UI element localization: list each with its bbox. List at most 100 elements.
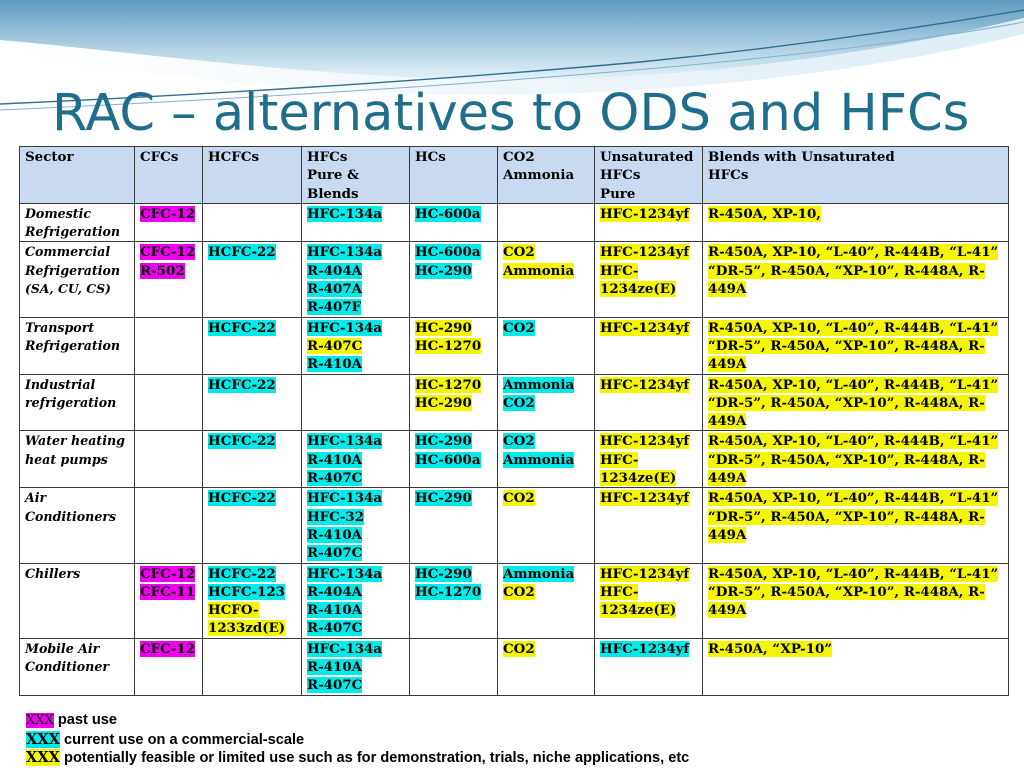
refrigerant-entry: 449A xyxy=(708,413,747,430)
refrigerant-entry: Ammonia xyxy=(503,565,575,582)
refrigerant-entry: 1234ze(E) xyxy=(600,281,677,298)
sector-name-line: Air xyxy=(25,490,47,506)
refrigerant-entry: 449A xyxy=(708,470,747,487)
co2-ammonia-cell: Ammonia CO2 xyxy=(497,562,595,639)
unsaturated-hfcs-cell: HFC-1234yf xyxy=(594,316,703,375)
legend-swatch-current: XXX xyxy=(26,730,60,748)
blends-cell: R-450A, XP-10, “L-40”, R-444B, “L-41” “DR… xyxy=(702,373,1009,432)
refrigerant-entry: CFC-11 xyxy=(140,583,196,600)
refrigerant-entry: R-410A xyxy=(307,526,363,543)
refrigerant-entry: HFC-1234yf xyxy=(600,565,690,582)
refrigerant-entry: CFC-12 xyxy=(140,640,196,657)
header-hfcs: HFCs Pure & Blends xyxy=(301,146,410,204)
refrigerant-entry: CO2 xyxy=(503,583,535,600)
sector-name-line: Mobile Air xyxy=(25,640,100,656)
hfcs-cell: HFC-134a R-404A R-410A R-407C xyxy=(301,562,410,639)
co2-ammonia-cell: CO2 xyxy=(497,637,595,696)
hcs-cell: HC-600a HC-290 xyxy=(409,241,498,318)
refrigerant-entry: HFC-134a xyxy=(307,319,383,336)
refrigerant-entry: CO2 xyxy=(503,244,535,261)
refrigerant-entry: “DR-5”, R-450A, “XP-10”, R-448A, R- xyxy=(708,508,985,525)
hcfcs-cell xyxy=(202,637,302,696)
header-line: Pure xyxy=(600,185,636,202)
sector-cell: Domestic Refrigeration xyxy=(19,202,135,243)
refrigerant-entry: HFC-1234yf xyxy=(600,433,690,450)
header-line: CO2 xyxy=(503,149,535,165)
sector-cell: Air Conditioners xyxy=(19,487,135,564)
header-co2-ammonia: CO2 Ammonia xyxy=(497,146,595,204)
header-unsaturated-hfcs: Unsaturated HFCs Pure xyxy=(594,146,703,204)
refrigerant-entry: HFC-1234yf xyxy=(600,640,690,657)
refrigerant-entry: HC-290 xyxy=(415,490,472,507)
refrigerant-entry: R-450A, XP-10, “L-40”, R-444B, “L-41” xyxy=(708,490,999,507)
refrigerant-entry: HCFO- xyxy=(208,602,259,619)
refrigerant-entry: R-450A, XP-10, “L-40”, R-444B, “L-41” xyxy=(708,319,999,336)
refrigerant-entry: HCFC-22 xyxy=(208,433,276,450)
hfcs-cell: HFC-134a R-410A R-407C xyxy=(301,430,410,489)
hcfcs-cell: HCFC-22 xyxy=(202,487,302,564)
refrigerant-entry: R-407C xyxy=(307,470,363,487)
refrigerant-entry: HFC-134a xyxy=(307,565,383,582)
legend-swatch-past: XXX xyxy=(26,713,54,728)
sector-cell: Mobile Air Conditioner xyxy=(19,637,135,696)
refrigerant-entry: 449A xyxy=(708,281,747,298)
refrigerant-entry: 449A xyxy=(708,602,747,619)
hcfcs-cell: HCFC-22 HCFC-123 HCFO- 1233zd(E) xyxy=(202,562,302,639)
refrigerant-entry: R-502 xyxy=(140,262,185,279)
sector-name-line: refrigeration xyxy=(25,394,117,410)
refrigerant-entry: HFC- xyxy=(600,451,639,468)
refrigerant-entry: HCFC-22 xyxy=(208,376,276,393)
table-header-row: Sector CFCs HCFCs HFCs Pure & Blends HCs C… xyxy=(19,146,1009,204)
refrigerant-entry: R-410A xyxy=(307,659,363,676)
refrigerant-entry: 1234ze(E) xyxy=(600,470,677,487)
refrigerant-entry: Ammonia xyxy=(503,262,575,279)
hfcs-cell: HFC-134a R-404A R-407A R-407F xyxy=(301,241,410,318)
header-hcs: HCs xyxy=(409,146,498,204)
header-cfcs: CFCs xyxy=(134,146,203,204)
sector-name-line: Conditioners xyxy=(25,508,117,524)
blends-cell: R-450A, XP-10, “L-40”, R-444B, “L-41” “DR… xyxy=(702,562,1009,639)
refrigerant-entry: HCFC-123 xyxy=(208,583,285,600)
header-line: HCFCs xyxy=(208,149,260,165)
sector-cell: Industrial refrigeration xyxy=(19,373,135,432)
hfcs-cell: HFC-134a R-407C R-410A xyxy=(301,316,410,375)
refrigerant-entry: HFC-134a xyxy=(307,205,383,222)
cfcs-cell xyxy=(134,487,203,564)
blends-cell: R-450A, XP-10, “L-40”, R-444B, “L-41” “DR… xyxy=(702,316,1009,375)
legend-swatch-potential: XXX xyxy=(26,749,60,767)
cfcs-cell xyxy=(134,316,203,375)
refrigerant-entry: “DR-5”, R-450A, “XP-10”, R-448A, R- xyxy=(708,337,985,354)
header-line: Sector xyxy=(25,149,74,165)
table-row: Domestic Refrigeration CFC-12 HFC-134a HC-60… xyxy=(19,202,1009,243)
legend-item-past: XXX past use xyxy=(26,711,689,731)
hcs-cell xyxy=(409,637,498,696)
unsaturated-hfcs-cell: HFC-1234yf xyxy=(594,487,703,564)
refrigerant-entry: 1234ze(E) xyxy=(600,602,677,619)
refrigerant-entry: HC-600a xyxy=(415,244,481,261)
refrigerant-entry: CO2 xyxy=(503,319,535,336)
sector-cell: Water heating heat pumps xyxy=(19,430,135,489)
refrigerant-entry: HFC- xyxy=(600,583,639,600)
table-row: Chillers CFC-12 CFC-11 HCFC-22 HCFC-123 HCFO-… xyxy=(19,562,1009,639)
refrigerant-entry: CO2 xyxy=(503,433,535,450)
refrigerant-entry: R-410A xyxy=(307,602,363,619)
table-body: Domestic Refrigeration CFC-12 HFC-134a HC-60… xyxy=(19,202,1009,696)
sector-name-line: Conditioner xyxy=(25,659,109,675)
refrigerant-entry: HCFC-22 xyxy=(208,490,276,507)
refrigerant-entry: R-450A, XP-10, “L-40”, R-444B, “L-41” xyxy=(708,433,999,450)
refrigerant-entry: HC-290 xyxy=(415,394,472,411)
table-row: Air Conditioners HCFC-22 HFC-134a HFC-32 R-41… xyxy=(19,487,1009,564)
sector-name-line: Water heating xyxy=(25,433,125,449)
refrigerant-entry: HFC-1234yf xyxy=(600,319,690,336)
sector-name-line: Commercial xyxy=(25,244,111,260)
refrigerant-entry: R-450A, XP-10, “L-40”, R-444B, “L-41” xyxy=(708,244,999,261)
refrigerant-entry: R-410A xyxy=(307,451,363,468)
refrigerant-entry: HFC-1234yf xyxy=(600,244,690,261)
blends-cell: R-450A, “XP-10” xyxy=(702,637,1009,696)
refrigerant-entry: HC-1270 xyxy=(415,337,482,354)
table-row: Transport Refrigeration HCFC-22 HFC-134a R-4… xyxy=(19,316,1009,375)
cfcs-cell xyxy=(134,373,203,432)
hcfcs-cell: HCFC-22 xyxy=(202,373,302,432)
legend-label-current: current use on a commercial-scale xyxy=(64,731,305,748)
refrigerant-entry: HFC-1234yf xyxy=(600,376,690,393)
